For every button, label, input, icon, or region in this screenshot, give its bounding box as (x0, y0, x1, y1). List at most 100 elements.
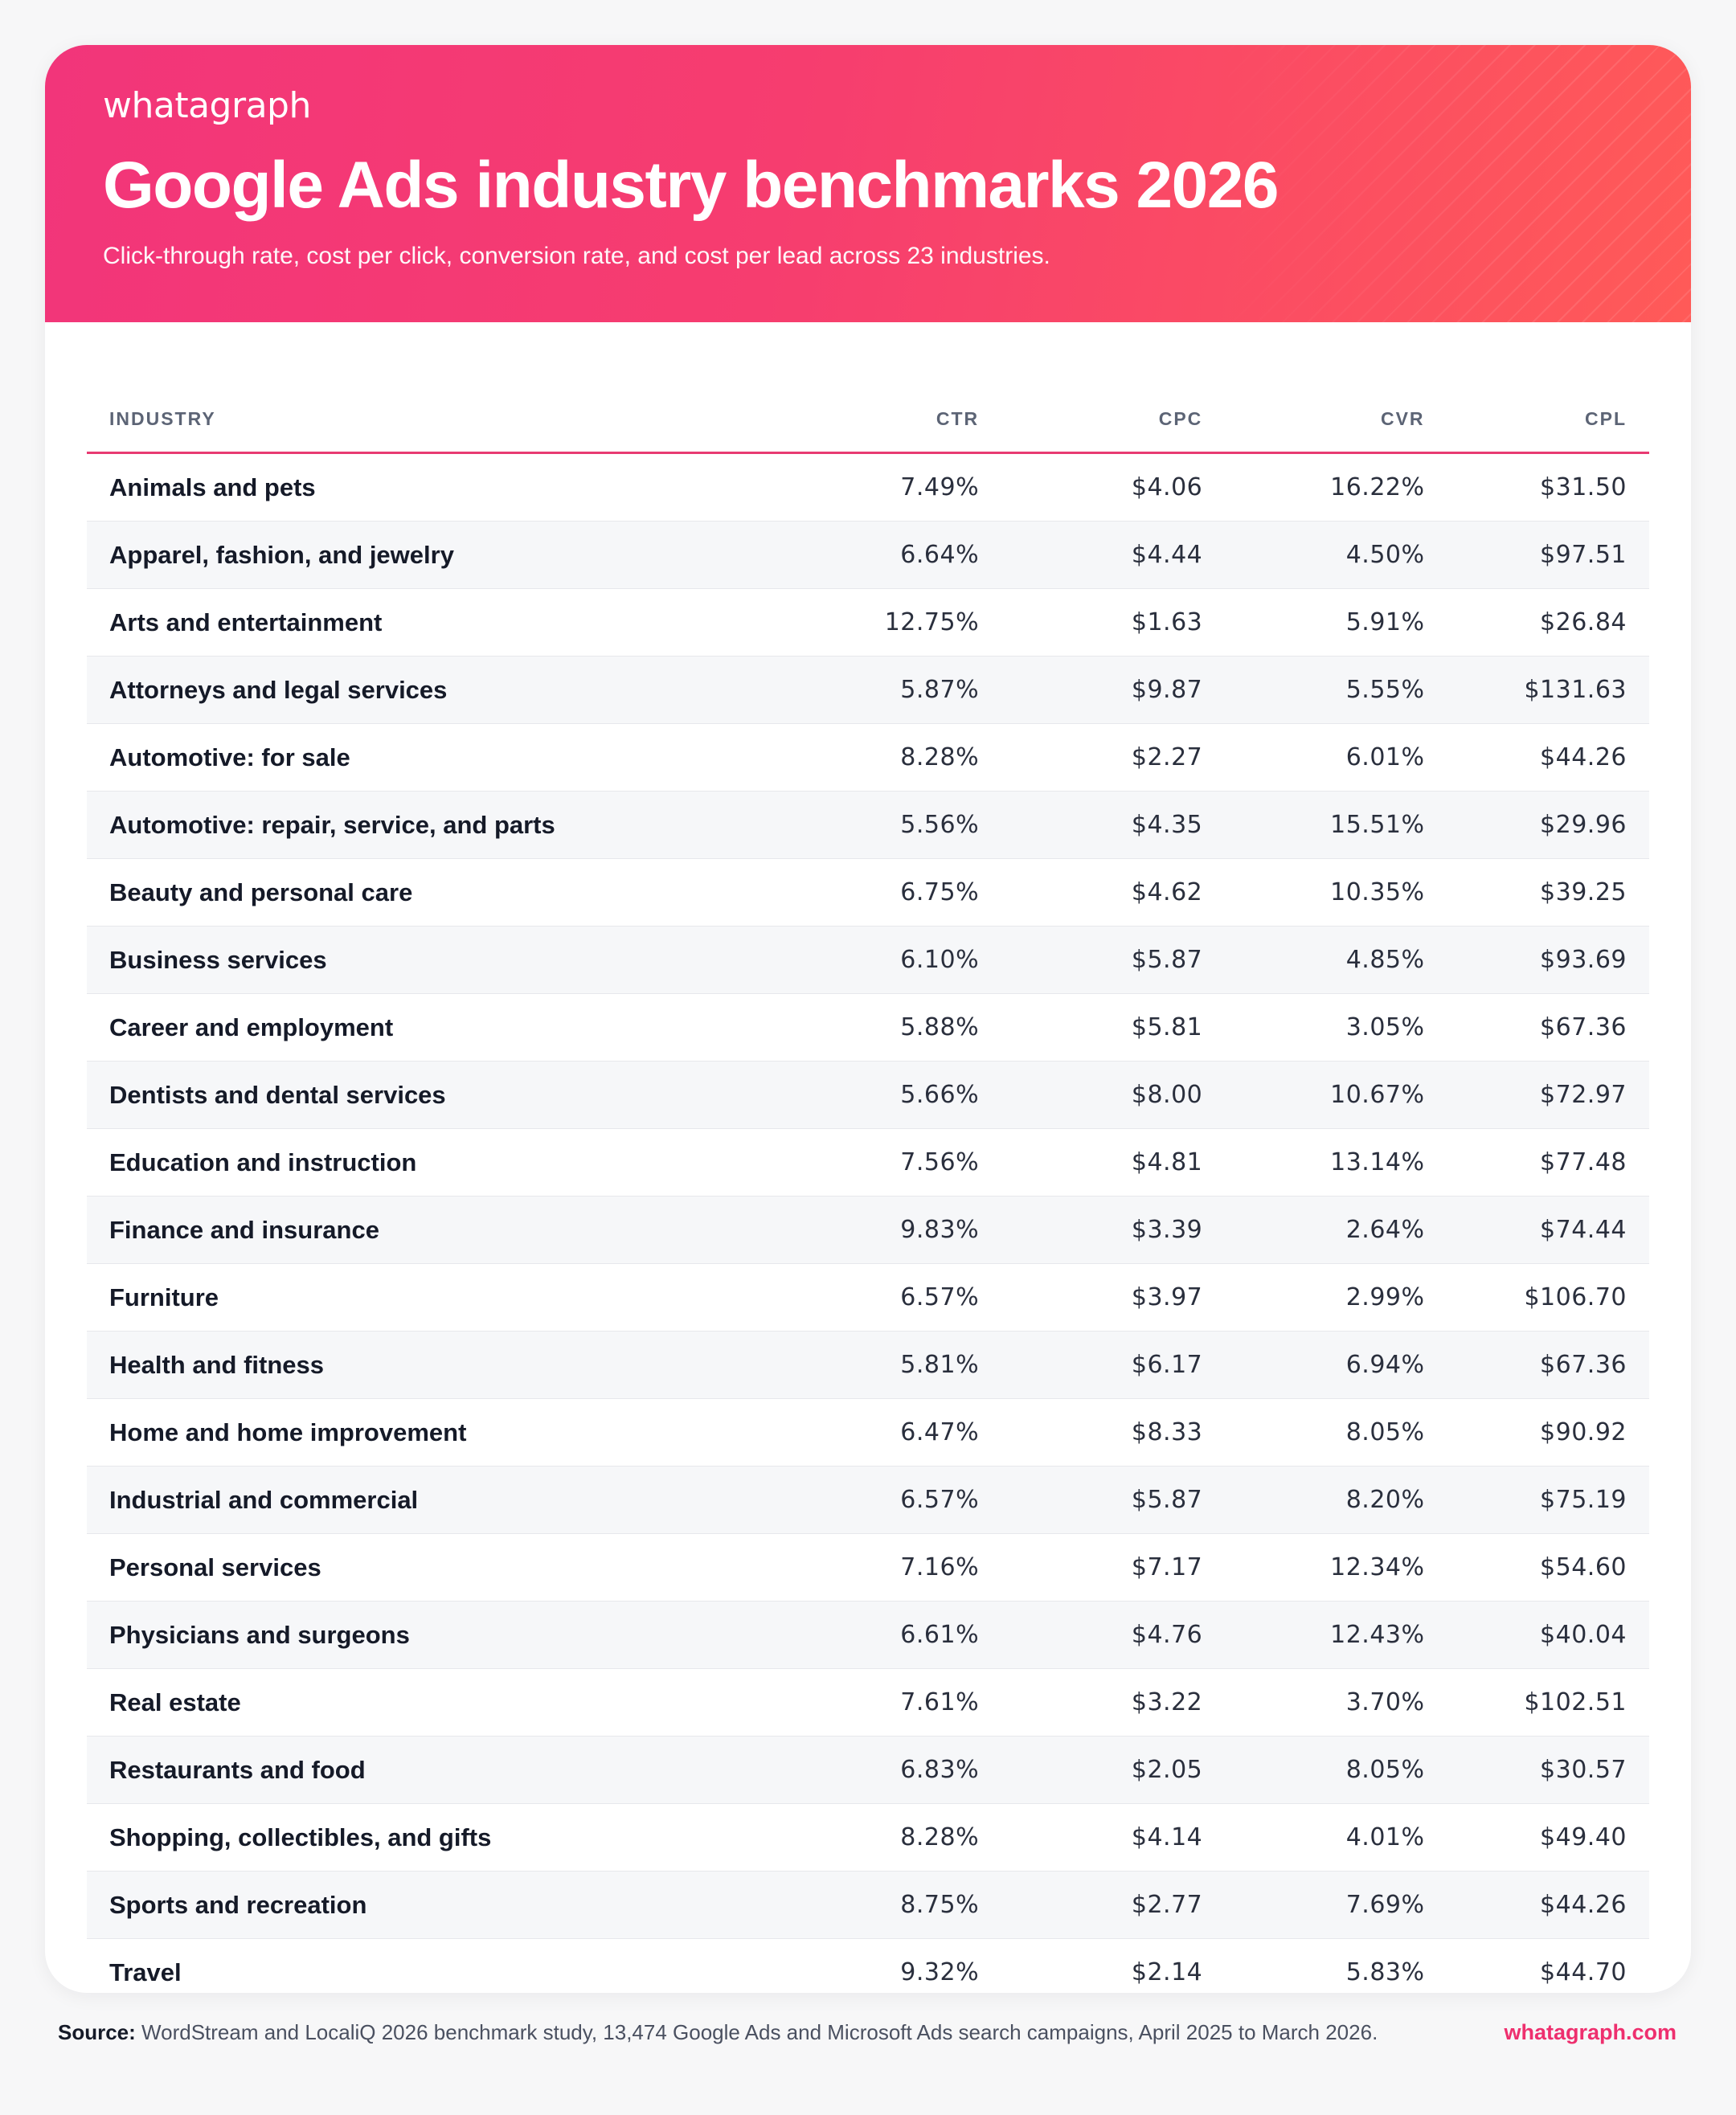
cell-cpl: $29.96 (1540, 811, 1627, 839)
table-row: Restaurants and food 6.83% $2.05 8.05% $30.5… (87, 1737, 1649, 1804)
cell-cpc: $1.63 (1131, 608, 1203, 636)
cell-industry: Health and fitness (109, 1350, 324, 1379)
cell-cpl: $54.60 (1540, 1553, 1627, 1581)
table-row: Automotive: repair, service, and parts 5.… (87, 792, 1649, 859)
cell-cvr: 2.99% (1345, 1283, 1425, 1311)
cell-cpc: $8.33 (1131, 1418, 1203, 1446)
cell-cvr: 16.22% (1330, 473, 1425, 501)
cell-ctr: 9.32% (900, 1958, 980, 1986)
cell-ctr: 5.66% (900, 1081, 980, 1109)
table-row: Arts and entertainment 12.75% $1.63 5.91% $2… (87, 589, 1649, 657)
cell-ctr: 6.61% (900, 1621, 980, 1649)
cell-cpl: $90.92 (1540, 1418, 1627, 1446)
cell-industry: Automotive: repair, service, and parts (109, 810, 555, 839)
table-body: Animals and pets 7.49% $4.06 16.22% $31.50 Ap… (87, 454, 1649, 1993)
cell-industry: Shopping, collectibles, and gifts (109, 1822, 492, 1851)
cell-cpc: $2.27 (1131, 743, 1203, 771)
cell-cpl: $44.26 (1540, 1891, 1627, 1919)
cell-industry: Sports and recreation (109, 1890, 367, 1919)
cell-industry: Travel (109, 1958, 182, 1986)
cell-industry: Industrial and commercial (109, 1485, 419, 1514)
cell-cvr: 7.69% (1345, 1891, 1425, 1919)
table-header: INDUSTRY CTR CPC CVR CPL (87, 386, 1649, 454)
cell-cpl: $75.19 (1540, 1486, 1627, 1514)
column-header-cvr: CVR (1380, 407, 1425, 429)
cell-cvr: 10.67% (1330, 1081, 1425, 1109)
column-header-ctr: CTR (936, 407, 980, 429)
source-text: WordStream and LocaliQ 2026 benchmark st… (141, 2020, 1378, 2044)
cell-cpc: $4.76 (1131, 1621, 1203, 1649)
cell-industry: Career and employment (109, 1012, 394, 1041)
table-row: Real estate 7.61% $3.22 3.70% $102.51 (87, 1669, 1649, 1737)
website-link[interactable]: whatagraph.com (1504, 2020, 1677, 2044)
table-row: Physicians and surgeons 6.61% $4.76 12.43% $… (87, 1602, 1649, 1669)
cell-industry: Education and instruction (109, 1148, 417, 1176)
cell-ctr: 5.81% (900, 1351, 980, 1379)
cell-cvr: 2.64% (1345, 1216, 1425, 1244)
cell-ctr: 6.83% (900, 1756, 980, 1784)
cell-cpc: $4.81 (1131, 1148, 1203, 1176)
page-title: Google Ads industry benchmarks 2026 (103, 149, 1279, 222)
cell-industry: Animals and pets (109, 472, 316, 501)
cell-cpl: $44.70 (1540, 1958, 1627, 1986)
table-row: Shopping, collectibles, and gifts 8.28% $4… (87, 1804, 1649, 1872)
cell-industry: Arts and entertainment (109, 608, 383, 636)
cell-industry: Personal services (109, 1552, 321, 1581)
cell-cpc: $4.14 (1131, 1823, 1203, 1851)
cell-cvr: 8.05% (1345, 1418, 1425, 1446)
table-row: Education and instruction 7.56% $4.81 13.14… (87, 1129, 1649, 1197)
cell-cpc: $6.17 (1131, 1351, 1203, 1379)
cell-cpc: $7.17 (1131, 1553, 1203, 1581)
cell-cpc: $4.35 (1131, 811, 1203, 839)
cell-ctr: 7.61% (900, 1688, 980, 1716)
cell-cvr: 3.05% (1345, 1013, 1425, 1041)
cell-industry: Automotive: for sale (109, 742, 350, 771)
cell-cpl: $77.48 (1540, 1148, 1627, 1176)
table-row: Health and fitness 5.81% $6.17 6.94% $67.36 (87, 1332, 1649, 1399)
benchmark-card: whatagraph Google Ads industry benchmark… (45, 45, 1691, 1993)
cell-ctr: 7.56% (900, 1148, 980, 1176)
cell-ctr: 6.75% (900, 878, 980, 906)
cell-cpc: $3.97 (1131, 1283, 1203, 1311)
cell-cpc: $4.06 (1131, 473, 1203, 501)
cell-cpc: $3.22 (1131, 1688, 1203, 1716)
cell-cpl: $93.69 (1540, 946, 1627, 974)
table-row: Furniture 6.57% $3.97 2.99% $106.70 (87, 1264, 1649, 1332)
table-row: Career and employment 5.88% $5.81 3.05% $67.… (87, 994, 1649, 1062)
cell-cvr: 12.34% (1330, 1553, 1425, 1581)
cell-cvr: 15.51% (1330, 811, 1425, 839)
cell-cpc: $5.81 (1131, 1013, 1203, 1041)
cell-ctr: 12.75% (884, 608, 980, 636)
cell-cvr: 4.50% (1345, 541, 1425, 569)
cell-ctr: 6.57% (900, 1486, 980, 1514)
cell-cvr: 13.14% (1330, 1148, 1425, 1176)
cell-cvr: 3.70% (1345, 1688, 1425, 1716)
cell-cpc: $8.00 (1131, 1081, 1203, 1109)
cell-cpc: $4.62 (1131, 878, 1203, 906)
cell-cpl: $72.97 (1540, 1081, 1627, 1109)
cell-industry: Home and home improvement (109, 1418, 467, 1446)
cell-industry: Restaurants and food (109, 1755, 366, 1784)
cell-cvr: 5.55% (1345, 676, 1425, 704)
cell-ctr: 6.10% (900, 946, 980, 974)
cell-cvr: 10.35% (1330, 878, 1425, 906)
cell-ctr: 6.64% (900, 541, 980, 569)
cell-ctr: 5.87% (900, 676, 980, 704)
cell-industry: Apparel, fashion, and jewelry (109, 540, 454, 569)
cell-cpl: $74.44 (1540, 1216, 1627, 1244)
cell-ctr: 5.88% (900, 1013, 980, 1041)
cell-cvr: 4.85% (1345, 946, 1425, 974)
benchmark-table: INDUSTRY CTR CPC CVR CPL Animals and pet… (87, 386, 1649, 1993)
cell-cvr: 6.94% (1345, 1351, 1425, 1379)
cell-cvr: 4.01% (1345, 1823, 1425, 1851)
column-header-industry: INDUSTRY (109, 407, 216, 429)
cell-cpc: $9.87 (1131, 676, 1203, 704)
cell-cpl: $31.50 (1540, 473, 1627, 501)
cell-cpl: $97.51 (1540, 541, 1627, 569)
cell-cpl: $49.40 (1540, 1823, 1627, 1851)
table-row: Beauty and personal care 6.75% $4.62 10.35%… (87, 859, 1649, 927)
table-row: Animals and pets 7.49% $4.06 16.22% $31.50 (87, 454, 1649, 522)
source-label: Source: (58, 2020, 136, 2044)
column-header-cpc: CPC (1158, 407, 1203, 429)
cell-ctr: 8.28% (900, 743, 980, 771)
